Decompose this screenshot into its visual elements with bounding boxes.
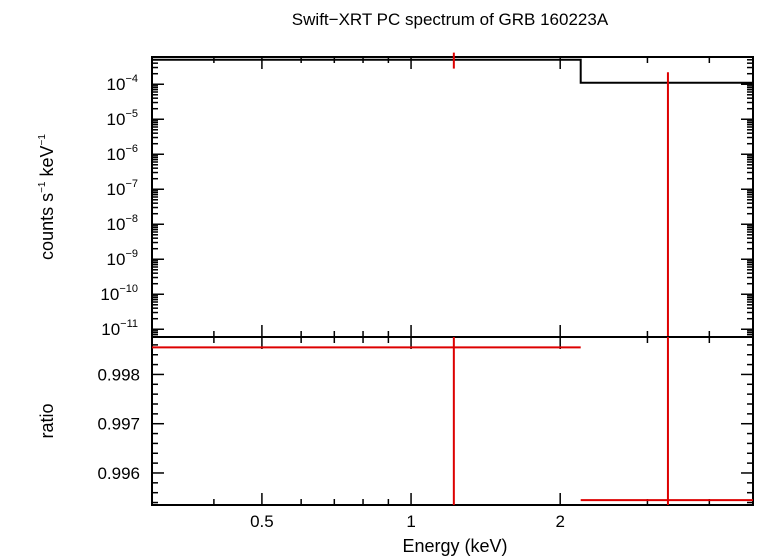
model-step-line (152, 58, 753, 84)
y-tick-label: 10−7 (107, 178, 138, 199)
y-tick-base: 10 (101, 320, 120, 339)
y-tick-exponent: −10 (119, 283, 138, 295)
y-tick-exponent: −8 (125, 213, 138, 225)
y-tick-exponent: −9 (125, 248, 138, 260)
chart-title: Swift−XRT PC spectrum of GRB 160223A (292, 10, 609, 29)
y-tick-exponent: −6 (125, 143, 138, 155)
y-tick-base: 10 (107, 250, 126, 269)
y-tick-exponent: −4 (125, 73, 138, 85)
ylabel-part-3: keV (37, 145, 57, 181)
ratio-panel-frame (151, 336, 754, 506)
y-tick-label: 10−5 (107, 108, 138, 129)
ylabel-part-1: counts s (37, 193, 57, 260)
y-tick-label: 10−4 (107, 73, 138, 94)
y-tick-base: 10 (107, 180, 126, 199)
y-tick-exponent: −11 (120, 318, 138, 330)
spectrum-y-axis-label: counts s−1 keV−1 (37, 134, 57, 260)
spectrum-panel-frame (151, 56, 754, 338)
ylabel-part-2: −1 (37, 181, 48, 193)
spectrum-data (452, 52, 669, 337)
y-tick-label: 10−8 (107, 213, 138, 234)
ratio-y-ticks: 0.996 0.997 0.998 (97, 344, 753, 504)
ylabel-part-4: −1 (37, 134, 48, 146)
ratio-y-axis-label: ratio (37, 403, 57, 438)
ratio-y-tick-label: 0.997 (97, 415, 140, 434)
y-tick-label: 10−6 (107, 143, 138, 164)
ratio-x-ticks (151, 337, 711, 505)
y-tick-label: 10−11 (101, 318, 138, 339)
x-tick-label: 2 (555, 512, 564, 531)
x-tick-labels: 0.5 1 2 (250, 512, 565, 531)
y-tick-label: 10−10 (100, 283, 138, 304)
y-tick-base: 10 (107, 110, 126, 129)
y-tick-exponent: −7 (125, 178, 138, 190)
x-tick-label: 0.5 (250, 512, 274, 531)
ratio-data (152, 337, 753, 505)
y-tick-base: 10 (107, 215, 126, 234)
y-tick-base: 10 (107, 145, 126, 164)
x-axis-label: Energy (keV) (402, 536, 507, 556)
spectrum-x-ticks (151, 57, 711, 337)
y-tick-exponent: −5 (125, 108, 138, 120)
spectrum-model (152, 58, 753, 84)
ratio-panel: 0.996 0.997 0.998 ratio (37, 336, 754, 506)
x-tick-label: 1 (406, 512, 415, 531)
y-tick-base: 10 (107, 75, 126, 94)
y-tick-label: 10−9 (107, 248, 138, 269)
ratio-y-tick-label: 0.996 (97, 464, 140, 483)
ratio-y-tick-label: 0.998 (97, 365, 140, 384)
y-tick-base: 10 (100, 285, 119, 304)
